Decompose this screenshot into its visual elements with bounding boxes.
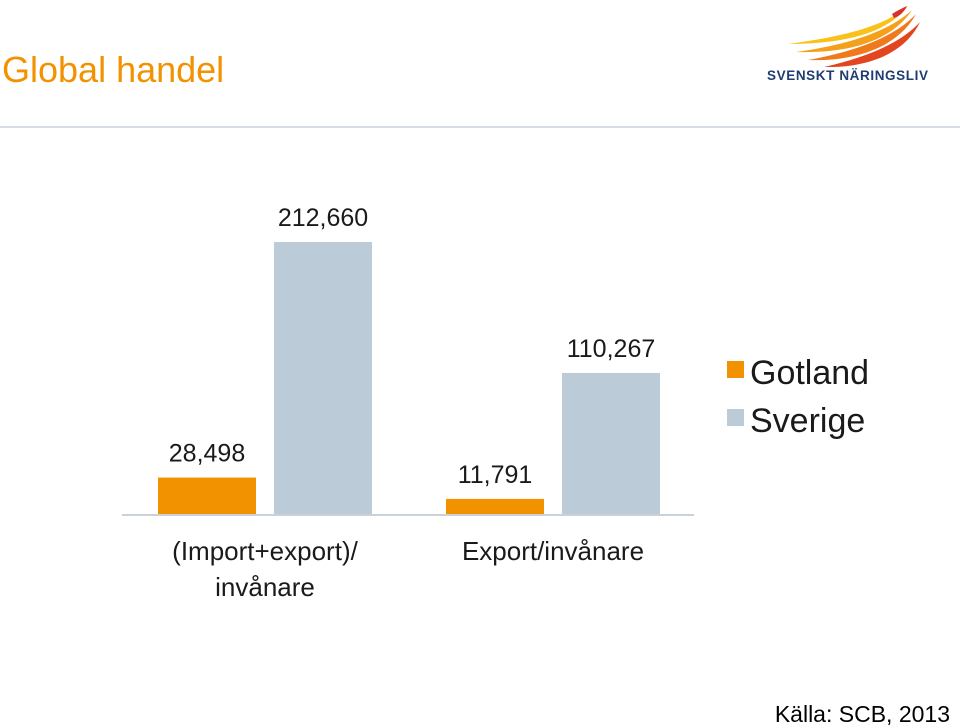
legend-label-gotland: Gotland [750,354,870,392]
data-label-sverige-1: 110,267 [567,335,656,363]
bar-gotland-1 [446,498,544,514]
legend-swatch-gotland [727,361,744,378]
header-divider [0,126,960,128]
svenskt-naringsliv-logo [788,6,920,68]
page-title: Global handel [2,49,225,90]
bar-sverige-1 [562,372,660,514]
category-label-1-line-0: Export/invånare [462,536,644,566]
bar-sverige-0 [274,242,372,514]
data-label-gotland-0: 28,498 [169,440,245,468]
logo-text: SVENSKT NÄRINGSLIV [767,68,929,83]
bar-gotland-0 [158,477,256,514]
category-label-0-line-0: (Import+export)/ [172,536,358,566]
source-note: Källa: SCB, 2013 [774,701,950,727]
legend-swatch-sverige [727,409,744,426]
data-label-sverige-0: 212,660 [278,204,368,232]
data-label-gotland-1: 11,791 [458,461,533,489]
category-label-0-line-1: invånare [215,572,315,602]
legend-label-sverige: Sverige [750,402,866,440]
